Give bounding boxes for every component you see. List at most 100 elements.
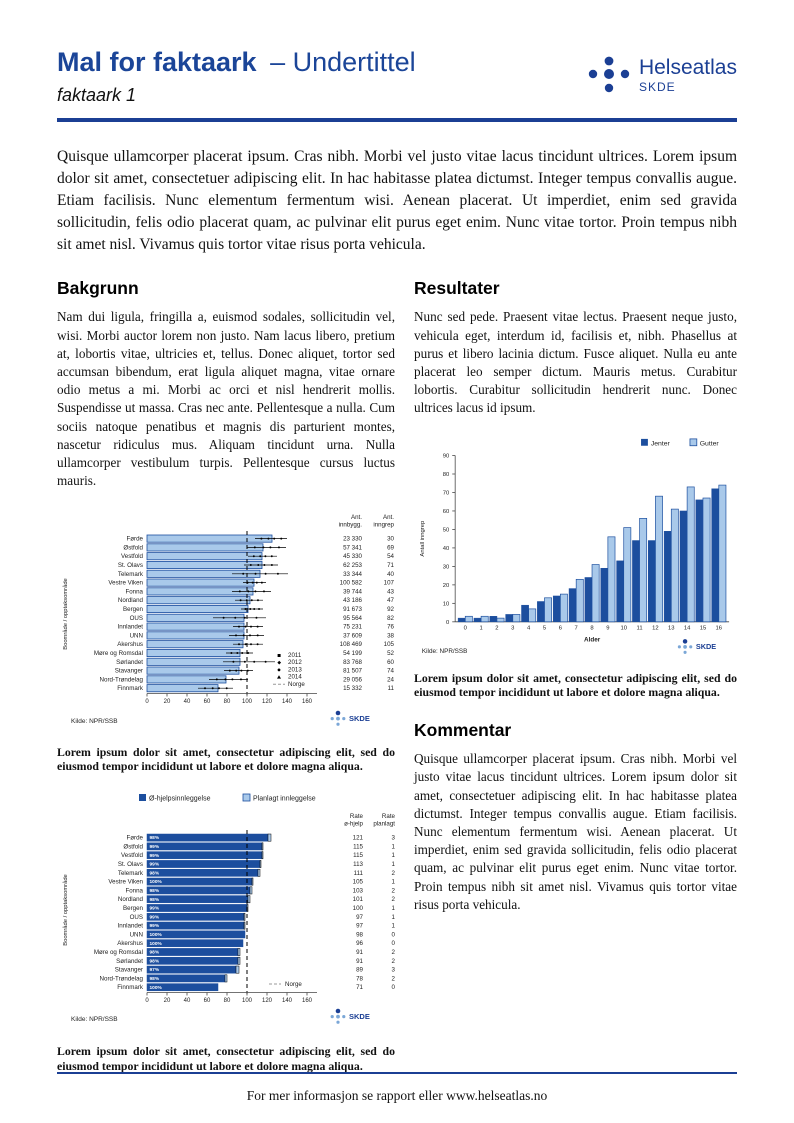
rate-planlagt-value: 0 [392,931,395,938]
y-tick-label: 20 [443,582,450,588]
year-point [254,589,257,592]
legend-label: 2013 [288,666,302,673]
skde-dot [336,1020,340,1024]
x-tick-label: 6 [559,625,562,631]
bar-jenter [457,617,466,622]
x-tick-label: 20 [164,998,171,1004]
rate-planlagt-value: 2 [392,975,395,982]
row-label: Akershus [117,940,143,947]
ant-inngrep-value: 11 [388,685,395,692]
y-axis-label: Boområde / opptaksområde [62,874,69,946]
x-tick-label: 100 [242,699,253,705]
year-point [263,563,266,566]
footer-text: For mer informasjon se rapport eller www… [246,1088,548,1103]
kommentar-body: Quisque ullamcorper placerat ipsum. Cras… [414,751,737,912]
row-label: St. Olavs [118,861,143,868]
skde-dot [330,1015,334,1019]
x-tick-label: 10 [620,625,627,631]
skde-dot [677,644,681,649]
ant-inngrep-value: 71 [387,562,394,569]
bar-planlagt [259,860,262,868]
bar-gutter [655,495,663,622]
skde-dot [689,644,693,649]
y-tick-label: 60 [443,509,450,515]
year-point [230,651,233,654]
year-point [218,686,220,689]
legend-label: Norge [285,981,302,988]
year-point [253,545,256,548]
x-axis-label: Alder [584,636,601,643]
year-point [264,554,267,557]
rate-planlagt-value: 3 [392,967,395,974]
rate-planlagt-value: 1 [392,914,395,921]
bar-gutter [528,608,537,622]
x-tick-label: 7 [575,625,578,631]
legend-marker [277,660,282,664]
ant-innbygg-value: 83 768 [343,658,362,665]
x-tick-label: 1 [479,625,482,631]
bar-planlagt [257,868,261,877]
bar-planlagt [261,851,264,860]
bar-jenter [552,595,561,622]
x-tick-label: 140 [282,699,293,705]
row-label: OUS [130,914,143,921]
bar [146,595,251,604]
x-tick-label: 5 [543,625,547,631]
bar-percentage-label: 99% [150,853,160,859]
bar-ohjelp [146,833,269,842]
ant-inngrep-value: 82 [387,614,394,621]
rate-planlagt-value: 0 [392,984,395,991]
year-point [234,616,237,619]
skde-label: SKDE [696,642,716,651]
x-tick-label: 0 [464,625,468,631]
year-point [249,563,252,566]
bar-ohjelp [146,912,245,921]
bar-jenter [711,488,720,622]
bar [146,622,245,631]
row-label: Innlandet [118,923,144,930]
skde-dot [683,650,687,654]
bar [146,551,263,560]
bar-ohjelp [146,956,239,965]
row-label: Stavanger [115,967,143,974]
row-label: Fonna [125,588,143,595]
year-point [256,598,259,601]
year-point [252,554,255,557]
bar-planlagt [251,877,254,886]
ant-inngrep-value: 30 [387,535,394,542]
rate-planlagt-value: 2 [392,870,395,877]
bar-ohjelp [146,895,249,904]
year-point [243,660,246,663]
legend-label: 2011 [288,652,302,659]
ant-innbygg-value: 57 341 [343,544,362,551]
year-point [242,633,245,636]
legend-label: Gutter [700,440,720,447]
bar-gutter [639,517,648,622]
skde-dot [336,1014,340,1019]
page-title-subtitle: – Undertittel [270,47,416,77]
rate-planlagt-value: 2 [392,887,395,894]
section-heading-bakgrunn: Bakgrunn [57,278,139,299]
legend-swatch [689,438,698,446]
bar-percentage-label: 98% [150,958,160,964]
bar-planlagt [235,965,240,974]
legend-swatch [242,793,251,802]
year-point [228,669,231,672]
row-label: Innlandet [118,623,144,630]
bar-percentage-label: 98% [150,897,160,903]
bar-planlagt [237,956,241,965]
helseatlas-dots-icon [588,56,630,93]
year-point [256,642,259,645]
year-point [250,642,252,645]
year-point [215,677,218,680]
rate-planlagt-value: 1 [392,905,395,912]
bar-percentage-label: 99% [150,906,160,912]
year-point [224,677,227,680]
header-titles: Mal for faktaark – Undertittel faktaark … [57,44,416,106]
ant-inngrep-value: 69 [387,544,394,551]
bar [146,578,255,587]
year-point [204,686,206,689]
row-label: St. Olavs [118,562,143,569]
source-label: Kilde: NPR/SSB [422,648,467,655]
